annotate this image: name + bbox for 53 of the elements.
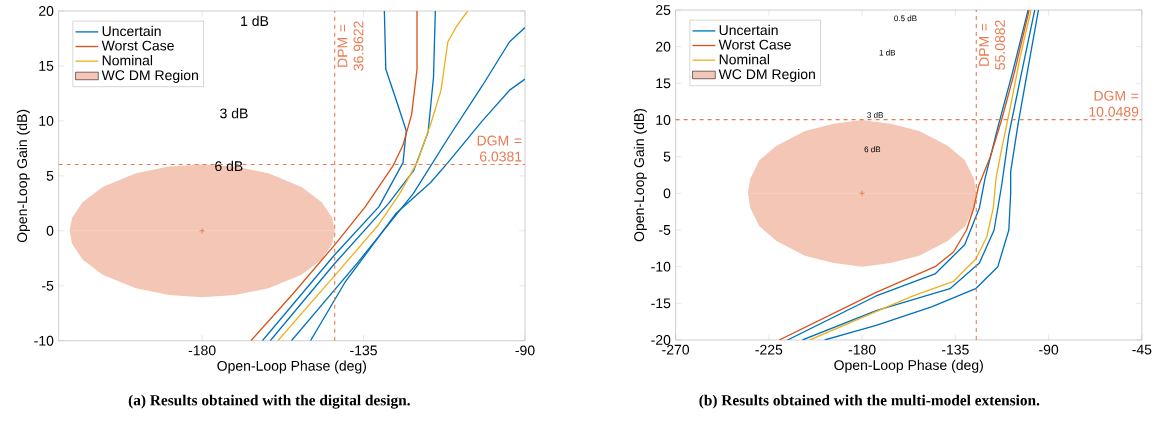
annotation: 0.5 dB — [894, 15, 917, 22]
annotation: DGM = 10.0489 — [1089, 90, 1139, 117]
x-axis-title: Open-Loop Phase (deg) — [834, 359, 983, 373]
legend-label: Worst Case — [101, 40, 174, 51]
x-tick-label: -270 — [662, 344, 690, 355]
line-series — [269, 10, 436, 341]
y-tick-label: 20 — [656, 41, 671, 52]
y-tick-label: -5 — [659, 225, 671, 235]
x-tick-label: -135 — [350, 345, 377, 356]
y-tick-label: 5 — [46, 170, 54, 181]
x-tick-label: -180 — [848, 344, 876, 355]
annotation: 6 dB — [864, 146, 881, 153]
y-tick-label: 15 — [656, 78, 671, 89]
text: (a) Results obtained with the digital design. — [128, 394, 410, 409]
y-tick-label: -15 — [651, 298, 671, 309]
x-tick-label: -90 — [1039, 344, 1059, 355]
y-tick-label: 15 — [39, 61, 54, 71]
x-axis-title: Open-Loop Phase (deg) — [217, 360, 366, 374]
annotation: 1 dB — [241, 15, 269, 27]
legend-label: Nominal — [102, 55, 153, 66]
x-tick-label: -135 — [941, 344, 969, 355]
x-tick-label: -90 — [515, 345, 535, 356]
annotation: 6 dB — [215, 160, 243, 172]
x-tick-label: -180 — [188, 345, 216, 356]
legend-label: Nominal — [719, 54, 770, 65]
annotation: DPM = 55.0882 — [979, 20, 1005, 70]
y-tick-label: 5 — [663, 151, 671, 162]
y-tick-label: -10 — [651, 261, 671, 272]
y-tick-label: -10 — [34, 335, 54, 346]
y-tick-label: 25 — [656, 5, 671, 15]
annotation: DGM = 6.0381 — [477, 135, 522, 162]
annotation: 3 dB — [867, 111, 883, 118]
x-tick-label: -45 — [1132, 344, 1152, 355]
y-tick-label: -5 — [42, 280, 54, 291]
text: (b) Results obtained with the multi-model extension. — [699, 394, 1040, 409]
x-tick-label: -225 — [755, 344, 783, 355]
legend-label: WC DM Region — [101, 69, 198, 83]
y-axis-title: Open-Loop Gain (dB) — [633, 108, 647, 242]
y-axis-title: Open-Loop Gain (dB) — [16, 109, 30, 243]
y-tick-label: -20 — [651, 335, 671, 345]
legend-label: Uncertain — [102, 25, 161, 37]
line-series — [277, 10, 469, 341]
legend-label: Uncertain — [719, 24, 778, 36]
annotation: 3 dB — [220, 108, 248, 119]
y-tick-label: 20 — [39, 6, 54, 16]
annotation: 1 dB — [879, 49, 896, 56]
legend-label: WC DM Region — [718, 68, 815, 82]
y-tick-label: 0 — [46, 225, 54, 236]
legend-label: Worst Case — [718, 39, 791, 50]
annotation: DPM = 36.9622 — [337, 21, 364, 71]
y-tick-label: 0 — [663, 188, 671, 199]
y-tick-label: 10 — [39, 115, 54, 126]
y-tick-label: 10 — [656, 115, 671, 125]
